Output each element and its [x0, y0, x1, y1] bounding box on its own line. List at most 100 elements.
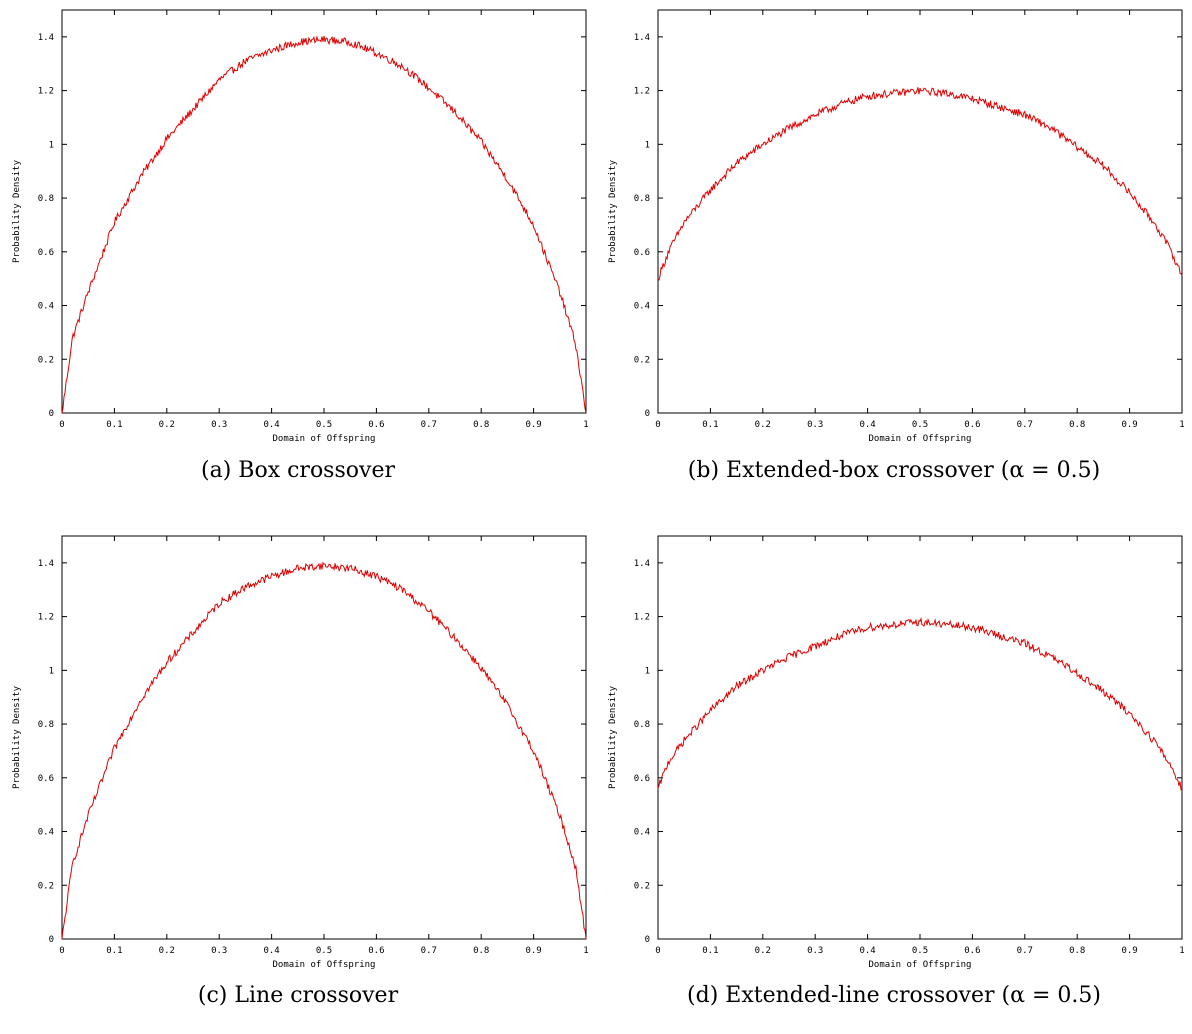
- x-tick-label: 0.2: [755, 420, 771, 430]
- caption-b: (b) Extended-box crossover (α = 0.5): [687, 458, 1101, 483]
- y-axis-label: Probability Density: [12, 159, 22, 263]
- y-tick-label: 1.2: [634, 613, 650, 623]
- y-tick-label: 0.6: [38, 248, 54, 258]
- x-tick-label: 0.4: [859, 420, 875, 430]
- y-tick-label: 0.2: [38, 881, 54, 891]
- chart-a: 0 0.1 0.2 0.3 0.4 0.5 0.6 0.7 0.8 0.9 1 0 0.2 0.4 0.6 0…: [12, 9, 589, 444]
- x-tick-label: 0.8: [473, 946, 489, 956]
- y-tick-label: 0.2: [38, 355, 54, 365]
- y-tick-label: 0.6: [634, 774, 650, 784]
- chart-d: 0 0.1 0.2 0.3 0.4 0.5 0.6 0.7 0.8 0.9 1 0 0.2 0.4 0.6 0…: [608, 535, 1185, 970]
- x-tick-label: 0: [59, 420, 64, 430]
- panel-a: 0 0.1 0.2 0.3 0.4 0.5 0.6 0.7 0.8 0.9 1 0 0.2 0.4 0.6 0…: [0, 0, 596, 508]
- density-curve: [657, 87, 1183, 281]
- x-tick-label: 0.1: [106, 946, 122, 956]
- x-tick-label: 0.7: [421, 946, 437, 956]
- x-tick-label: 0.5: [316, 946, 332, 956]
- x-tick-label: 0.8: [473, 420, 489, 430]
- x-tick-label: 0.1: [702, 946, 718, 956]
- panel-b: 0 0.1 0.2 0.3 0.4 0.5 0.6 0.7 0.8 0.9 1 0 0.2 0.4 0.6 0…: [596, 0, 1192, 508]
- plot-frame: [657, 9, 1183, 414]
- plot-frame: [61, 9, 587, 414]
- y-tick-label: 1: [49, 666, 54, 676]
- y-tick-label: 0.8: [38, 194, 54, 204]
- x-tick-label: 1: [583, 946, 588, 956]
- x-tick-label: 0.8: [1069, 946, 1085, 956]
- x-axis-label: Domain of Offspring: [869, 434, 972, 444]
- plot-frame: [61, 535, 587, 940]
- y-tick-label: 0.2: [634, 355, 650, 365]
- y-tick-label: 1.2: [38, 87, 54, 97]
- chart-c: 0 0.1 0.2 0.3 0.4 0.5 0.6 0.7 0.8 0.9 1 0 0.2 0.4 0.6 0…: [12, 535, 589, 970]
- x-tick-label: 0.6: [368, 420, 384, 430]
- caption-d: (d) Extended-line crossover (α = 0.5): [687, 983, 1101, 1008]
- y-tick-label: 0.4: [38, 828, 54, 838]
- y-tick-label: 0: [49, 935, 54, 945]
- x-axis-label: Domain of Offspring: [869, 960, 972, 970]
- x-tick-label: 0: [655, 946, 660, 956]
- x-tick-label: 1: [583, 420, 588, 430]
- density-curve: [61, 561, 587, 940]
- plot-frame: [657, 535, 1183, 940]
- x-tick-label: 0.4: [859, 946, 875, 956]
- y-tick-label: 1.4: [38, 33, 54, 43]
- x-tick-label: 1: [1179, 420, 1184, 430]
- x-tick-label: 0.4: [263, 420, 279, 430]
- y-tick-label: 1: [49, 140, 54, 150]
- caption-c: (c) Line crossover: [197, 983, 399, 1008]
- y-tick-label: 1: [645, 140, 650, 150]
- y-tick-label: 0: [645, 409, 650, 419]
- x-tick-label: 0.6: [368, 946, 384, 956]
- y-tick-label: 0.2: [634, 881, 650, 891]
- y-tick-label: 0.8: [634, 720, 650, 730]
- x-tick-label: 0.5: [912, 420, 928, 430]
- x-tick-label: 1: [1179, 946, 1184, 956]
- x-tick-label: 0: [59, 946, 64, 956]
- y-axis-label: Probability Density: [608, 159, 618, 263]
- x-tick-label: 0.5: [912, 946, 928, 956]
- x-tick-label: 0.1: [702, 420, 718, 430]
- y-tick-label: 1.4: [634, 559, 650, 569]
- x-tick-label: 0.9: [525, 946, 541, 956]
- y-tick-label: 0.4: [634, 828, 650, 838]
- panel-d: 0 0.1 0.2 0.3 0.4 0.5 0.6 0.7 0.8 0.9 1 0 0.2 0.4 0.6 0…: [596, 526, 1192, 1034]
- y-tick-label: 0.4: [634, 302, 650, 312]
- x-tick-label: 0.4: [263, 946, 279, 956]
- y-tick-label: 0: [49, 409, 54, 419]
- x-tick-label: 0.7: [1017, 946, 1033, 956]
- x-tick-label: 0.2: [755, 946, 771, 956]
- y-tick-label: 0.4: [38, 302, 54, 312]
- y-tick-label: 1.4: [634, 33, 650, 43]
- y-tick-label: 1: [645, 666, 650, 676]
- x-tick-label: 0.6: [964, 946, 980, 956]
- x-tick-label: 0.3: [807, 420, 823, 430]
- x-tick-label: 0.8: [1069, 420, 1085, 430]
- y-tick-label: 0: [645, 935, 650, 945]
- density-curve: [657, 616, 1183, 791]
- caption-a: (a) Box crossover: [201, 458, 395, 483]
- y-tick-label: 0.6: [38, 774, 54, 784]
- x-tick-label: 0.2: [159, 420, 175, 430]
- chart-b: 0 0.1 0.2 0.3 0.4 0.5 0.6 0.7 0.8 0.9 1 0 0.2 0.4 0.6 0…: [608, 9, 1185, 444]
- x-tick-label: 0.7: [1017, 420, 1033, 430]
- x-tick-label: 0.9: [525, 420, 541, 430]
- density-curve: [61, 35, 587, 414]
- x-tick-label: 0.6: [964, 420, 980, 430]
- y-tick-label: 0.8: [634, 194, 650, 204]
- x-tick-label: 0.3: [807, 946, 823, 956]
- x-tick-label: 0.9: [1121, 420, 1137, 430]
- x-tick-label: 0.2: [159, 946, 175, 956]
- y-axis-label: Probability Density: [12, 685, 22, 789]
- x-tick-label: 0.7: [421, 420, 437, 430]
- y-tick-label: 1.2: [634, 87, 650, 97]
- y-tick-label: 1.4: [38, 559, 54, 569]
- x-tick-label: 0: [655, 420, 660, 430]
- y-axis-label: Probability Density: [608, 685, 618, 789]
- y-tick-label: 0.8: [38, 720, 54, 730]
- x-tick-label: 0.1: [106, 420, 122, 430]
- x-tick-label: 0.5: [316, 420, 332, 430]
- x-axis-label: Domain of Offspring: [273, 960, 376, 970]
- panel-c: 0 0.1 0.2 0.3 0.4 0.5 0.6 0.7 0.8 0.9 1 0 0.2 0.4 0.6 0…: [0, 526, 596, 1034]
- x-tick-label: 0.9: [1121, 946, 1137, 956]
- x-axis-label: Domain of Offspring: [273, 434, 376, 444]
